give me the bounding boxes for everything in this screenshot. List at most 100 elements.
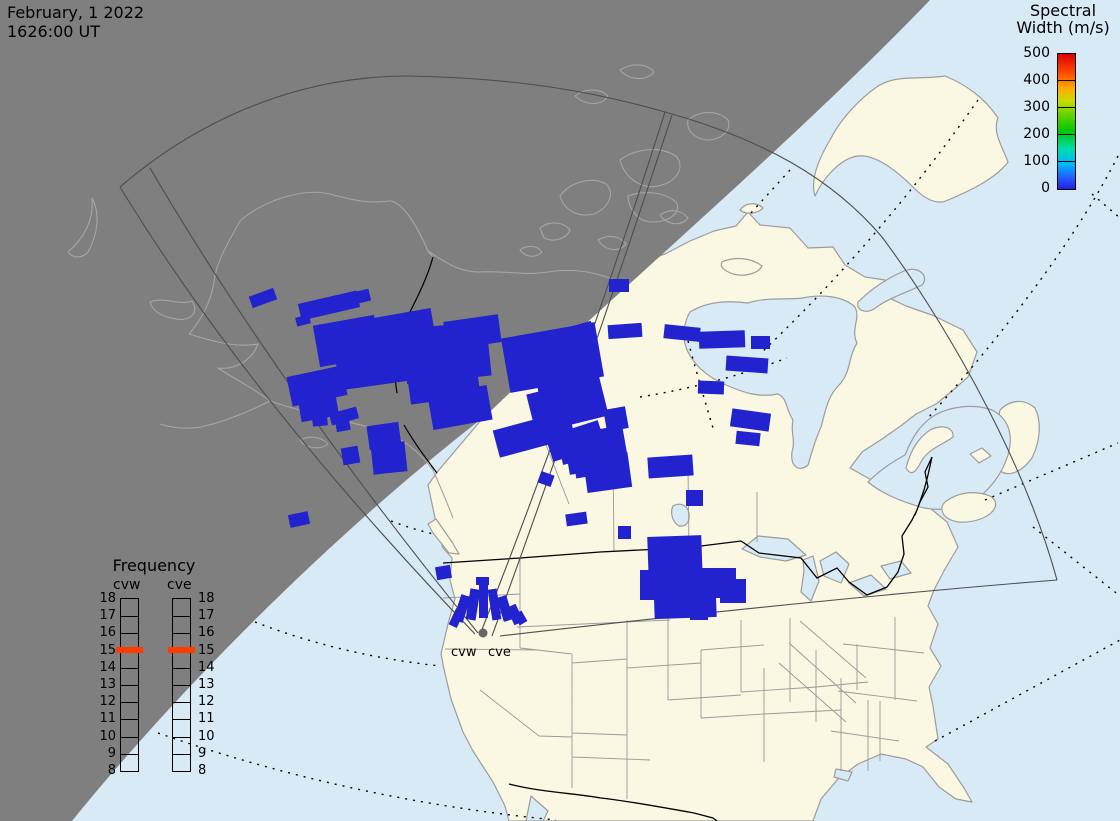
echo-cell (370, 441, 408, 475)
chukotka-coast (67, 197, 98, 258)
lake-superior (741, 535, 807, 562)
lake-michigan (800, 555, 820, 602)
colorbar-gradient-bar (1057, 53, 1076, 190)
gulf-islands (905, 426, 997, 523)
echo-cell (496, 595, 514, 622)
frequency-scale-number: 12 (99, 694, 116, 710)
canadian-province-borders (540, 431, 758, 552)
frequency-scale-segment (173, 737, 190, 755)
frequency-scale-number: 13 (99, 677, 116, 692)
echo-cell (729, 408, 772, 432)
frequency-scale-number: 18 (198, 591, 215, 606)
frequency-scale-number: 15 (99, 642, 116, 658)
fov-left-edge-outer (119, 186, 476, 635)
gulf-of-california (525, 795, 549, 821)
echo-cell (513, 610, 528, 626)
spectral-width-echoes (248, 279, 772, 629)
echo-cell (297, 290, 361, 321)
frequency-scale-segment (173, 599, 190, 618)
frequency-legend-title: Frequency (112, 556, 196, 575)
fov-outer-arc (119, 75, 1058, 581)
echo-cell (328, 406, 360, 426)
frequency-scale-number: 12 (198, 694, 215, 710)
colorbar-tick-label: 100 (1023, 153, 1050, 169)
echo-cell (595, 437, 615, 461)
frequency-scale-number: 10 (198, 728, 215, 744)
gaspe-peninsula (905, 426, 954, 474)
echo-cell (686, 490, 703, 506)
frequency-scale-segment (121, 651, 138, 669)
echo-cell (735, 430, 761, 447)
radar-site-label-cve: cve (488, 645, 511, 660)
date-text: February, 1 2022 (7, 3, 145, 22)
echo-cell (347, 288, 372, 306)
frequency-scale-number: 14 (198, 659, 215, 675)
echo-cell (698, 330, 746, 349)
colorbar-tick-label: 300 (1023, 99, 1050, 115)
echo-cell (556, 370, 596, 397)
echo-cell (609, 279, 629, 292)
echo-cell (725, 355, 769, 374)
frequency-scale-segment (173, 651, 190, 669)
frequency-scale-number: 11 (99, 711, 116, 727)
echo-cell (536, 320, 600, 366)
alaska-west-coast (159, 220, 271, 429)
frequency-scale-number: 15 (198, 642, 215, 658)
frequency-scale-segment (121, 702, 138, 721)
colorbar-title: Spectral Width (m/s) (1016, 1, 1110, 37)
frequency-scale-segment (121, 616, 138, 635)
frequency-scale-number: 8 (107, 763, 116, 778)
echo-cell (476, 577, 489, 585)
echo-cell (573, 461, 595, 479)
echo-cell (647, 535, 703, 581)
fov-right-edge (499, 579, 1058, 637)
arctic-islands (519, 64, 730, 257)
frequency-scale-segment (121, 668, 138, 686)
echo-cell (487, 588, 502, 621)
frequency-marker (116, 646, 143, 653)
echo-cell (492, 410, 576, 458)
frequency-marker (168, 646, 195, 653)
time-text: 1626:00 UT (7, 22, 101, 41)
frequency-scale-segment (121, 685, 138, 704)
frequency-scale-number: 9 (198, 745, 207, 761)
echo-cell (335, 419, 351, 433)
lake-ontario (880, 560, 912, 580)
us-mexico-border (508, 783, 718, 821)
colorbar-segment-tick (1058, 134, 1075, 135)
echo-cell (640, 570, 660, 600)
echo-cell (536, 377, 564, 415)
frequency-column-label-cve: cve (167, 577, 192, 593)
echo-cell (453, 594, 471, 623)
colorbar-tick-label: 500 (1023, 45, 1050, 61)
frequency-scale-number: 17 (198, 608, 215, 624)
spectral-width-colorbar: Spectral Width (m/s) 500 400 300 200 100 0 (1002, 2, 1120, 212)
baffin-island (812, 75, 1009, 203)
echo-cell (287, 511, 311, 528)
frequency-scale-number: 14 (99, 659, 116, 675)
southampton-island (720, 257, 763, 276)
frequency-column-label-cvw: cvw (113, 577, 141, 593)
frequency-scale-segment (121, 737, 138, 755)
graticule (157, 99, 1120, 821)
frequency-scale-segment (173, 685, 190, 704)
hudson-strait (857, 268, 926, 312)
frequency-scale-number: 11 (198, 711, 215, 727)
arctic-mainland-coast (427, 250, 618, 282)
echo-cell (443, 314, 502, 350)
frequency-scale-segment (173, 719, 190, 738)
vancouver-island (427, 518, 460, 555)
colorbar-segment-tick (1058, 80, 1075, 81)
colorbar-segment-tick (1058, 161, 1075, 162)
echo-cell (479, 584, 488, 618)
echo-cell (607, 322, 643, 340)
frequency-scale-number: 13 (198, 677, 215, 692)
echo-cell (697, 380, 725, 395)
echo-cell (537, 470, 555, 488)
frequency-legend: Frequency cvw cve 18 18 17 17 16 16 15 15 14 14 13… (98, 546, 232, 788)
colorbar-tick-label: 200 (1023, 126, 1050, 142)
frequency-scale-number: 17 (99, 608, 116, 624)
echo-cell (690, 602, 708, 620)
